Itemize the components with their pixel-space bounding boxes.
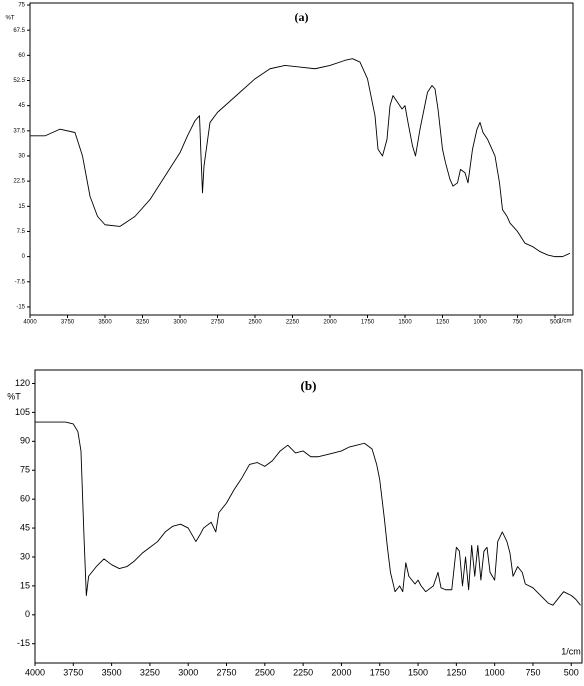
- y-tick-label: 120: [15, 378, 30, 388]
- y-tick-label: 90: [20, 436, 30, 446]
- x-tick-label: 4000: [23, 320, 37, 326]
- y-tick-label: -15: [16, 305, 25, 311]
- x-tick-label: 1500: [408, 667, 428, 677]
- x-tick-label: 3500: [102, 667, 122, 677]
- plot-frame: [34, 369, 583, 664]
- y-tick-label: 75: [18, 3, 25, 9]
- x-tick-label: 2250: [293, 667, 313, 677]
- y-tick-label: 45: [18, 103, 25, 109]
- x-tick-label: 1500: [398, 320, 412, 326]
- x-tick-label: 3000: [178, 667, 198, 677]
- y-tick-label: 60: [18, 53, 25, 59]
- x-tick-label: 3500: [98, 320, 112, 326]
- y-tick-label: 15: [20, 580, 30, 590]
- chart-title: (b): [301, 378, 317, 393]
- x-tick-label: 1000: [473, 320, 487, 326]
- spectrum-line: [35, 421, 581, 606]
- plot-frame: [29, 2, 574, 316]
- y-tick-label: 60: [20, 494, 30, 504]
- x-tick-label: 3250: [140, 667, 160, 677]
- x-tick-label: 1750: [370, 667, 390, 677]
- y-tick-label: 67.5: [13, 28, 25, 34]
- x-tick-label: 1250: [436, 320, 450, 326]
- x-tick-label: 500: [550, 320, 561, 326]
- y-tick-label: 7.5: [17, 229, 26, 235]
- spectrum-line: [30, 58, 571, 258]
- y-tick-label: 75: [20, 465, 30, 475]
- x-tick-label: 3750: [63, 667, 83, 677]
- x-tick-label: 3750: [61, 320, 75, 326]
- x-tick-label: 750: [512, 320, 523, 326]
- y-tick-label: -7.5: [15, 279, 26, 285]
- x-tick-label: 2000: [331, 667, 351, 677]
- x-axis-label: 1/cm: [558, 319, 571, 325]
- x-axis-label: 1/cm: [561, 646, 581, 656]
- y-tick-label: -15: [17, 638, 30, 648]
- y-tick-label: 30: [20, 551, 30, 561]
- x-tick-label: 750: [525, 667, 540, 677]
- x-tick-label: 2750: [217, 667, 237, 677]
- y-tick-label: 0: [22, 254, 26, 260]
- y-tick-label: 45: [20, 522, 30, 532]
- y-tick-label: 30: [18, 154, 25, 160]
- x-tick-label: 3250: [136, 320, 150, 326]
- x-tick-label: 1250: [446, 667, 466, 677]
- x-tick-label: 2500: [255, 667, 275, 677]
- x-tick-label: 1000: [485, 667, 505, 677]
- x-tick-label: 2500: [248, 320, 262, 326]
- x-tick-label: 4000: [25, 667, 45, 677]
- x-tick-label: 2000: [323, 320, 337, 326]
- x-tick-label: 2750: [211, 320, 225, 326]
- y-tick-label: 105: [15, 407, 30, 417]
- y-tick-label: 52.5: [13, 78, 25, 84]
- y-tick-label: 15: [18, 204, 25, 210]
- x-tick-label: 2250: [286, 320, 300, 326]
- chart-title: (a): [295, 10, 309, 24]
- x-tick-label: 500: [564, 667, 579, 677]
- x-tick-label: 3000: [173, 320, 187, 326]
- y-tick-label: 0: [25, 609, 30, 619]
- y-axis-label: %T: [7, 391, 21, 401]
- x-tick-label: 1750: [361, 320, 375, 326]
- y-tick-label: 22.5: [13, 179, 25, 185]
- y-axis-label: %T: [6, 16, 15, 22]
- y-tick-label: 37.5: [13, 128, 25, 134]
